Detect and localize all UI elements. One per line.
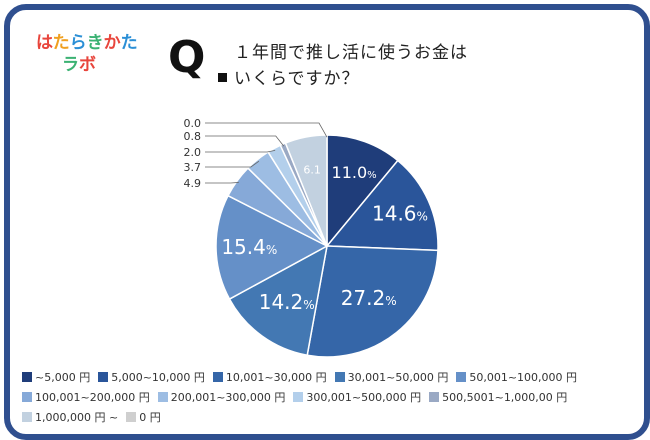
slice-value-label: 2.0 [184,146,202,159]
legend-label: 10,001~30,000 円 [225,371,327,384]
question-line-1: １年間で推し活に使うお金は [234,43,468,63]
question-dot [218,73,227,82]
leader-line [205,182,239,184]
slice-value-label: 27.2% [341,286,397,310]
leader-line [205,135,285,147]
brand-logo: はたらきかた ラボ [36,33,138,78]
slice-value-label: 0.8 [184,130,202,143]
legend-item: 50,001~100,000 円 [456,369,577,385]
legend-swatch [22,412,32,422]
legend-item: 300,001~500,000 円 [293,389,421,405]
legend-swatch [98,372,109,382]
legend-label: 0 円 [139,411,161,424]
legend-item: 10,001~30,000 円 [212,369,327,385]
slice-value-label: 6.1 [303,164,321,177]
legend-label: 300,001~500,000 円 [306,391,422,404]
legend-item: 0 円 [126,409,161,425]
slice-value-label: 15.4% [221,235,277,259]
pie-slice [215,194,329,301]
legend-swatch [456,372,467,382]
legend-swatch [22,372,32,382]
pie-slice [326,134,399,249]
legend-item: ~5,000 円 [22,369,90,385]
chart-legend: ~5,000 円 5,000~10,000 円 10,001~30,000 円 30,… [22,368,622,428]
logo-line-2: ラボ [62,55,96,75]
pie-slice [325,159,439,252]
legend-label: 1,000,000 円 ~ [35,411,119,424]
legend-label: 5,000~10,000 円 [111,371,205,384]
pie-chart: 11.0% 14.6% 27.2% 14.2% 15.4% 6.1 0.00.8 2.0 3.7… [184,117,439,358]
question-line-2: いくらですか？ [234,69,360,89]
legend-swatch [429,392,440,402]
legend-item: 30,001~50,000 円 [334,369,449,385]
pie-slice [228,244,329,357]
slice-value-label: 0.0 [184,117,202,130]
slice-value-label: 4.9 [184,177,202,190]
leader-line [205,160,260,168]
legend-swatch [212,372,223,382]
pie-slice [284,134,328,247]
question-mark: Q [168,32,206,83]
legend-label: 100,001~200,000 円 [35,391,150,404]
legend-item: 100,001~200,000 円 [22,389,150,405]
slice-value-label: 14.6% [372,201,428,225]
legend-item: 5,000~10,000 円 [98,369,205,385]
legend-row: ~5,000 円 5,000~10,000 円 10,001~30,000 円 30,… [22,368,622,386]
legend-row: 1,000,000 円 ~ 0 円 [22,408,622,426]
legend-swatch [334,372,345,382]
slice-value-label: 14.2% [259,290,315,314]
leader-line [205,122,328,138]
legend-swatch [157,392,168,402]
logo-line-1: はたらきかた [36,33,138,53]
legend-label: ~5,000 円 [35,371,91,384]
legend-item: 500,5001~1,000,00 円 [429,389,567,405]
legend-row: 100,001~200,000 円 200,001~300,000 円 300,00… [22,388,622,406]
legend-swatch [22,392,32,402]
slice-value-label: 3.7 [184,161,202,174]
legend-swatch [126,412,137,422]
slice-value-label: 11.0% [332,163,377,182]
legend-item: 1,000,000 円 ~ [22,409,118,425]
legend-swatch [293,392,304,402]
legend-item: 200,001~300,000 円 [157,389,286,405]
legend-label: 50,001~100,000 円 [469,371,578,384]
legend-label: 200,001~300,000 円 [170,391,286,404]
legend-label: 30,001~50,000 円 [347,371,449,384]
leader-line [205,149,276,153]
legend-label: 500,5001~1,000,00 円 [442,391,568,404]
pie-slice [306,245,439,358]
